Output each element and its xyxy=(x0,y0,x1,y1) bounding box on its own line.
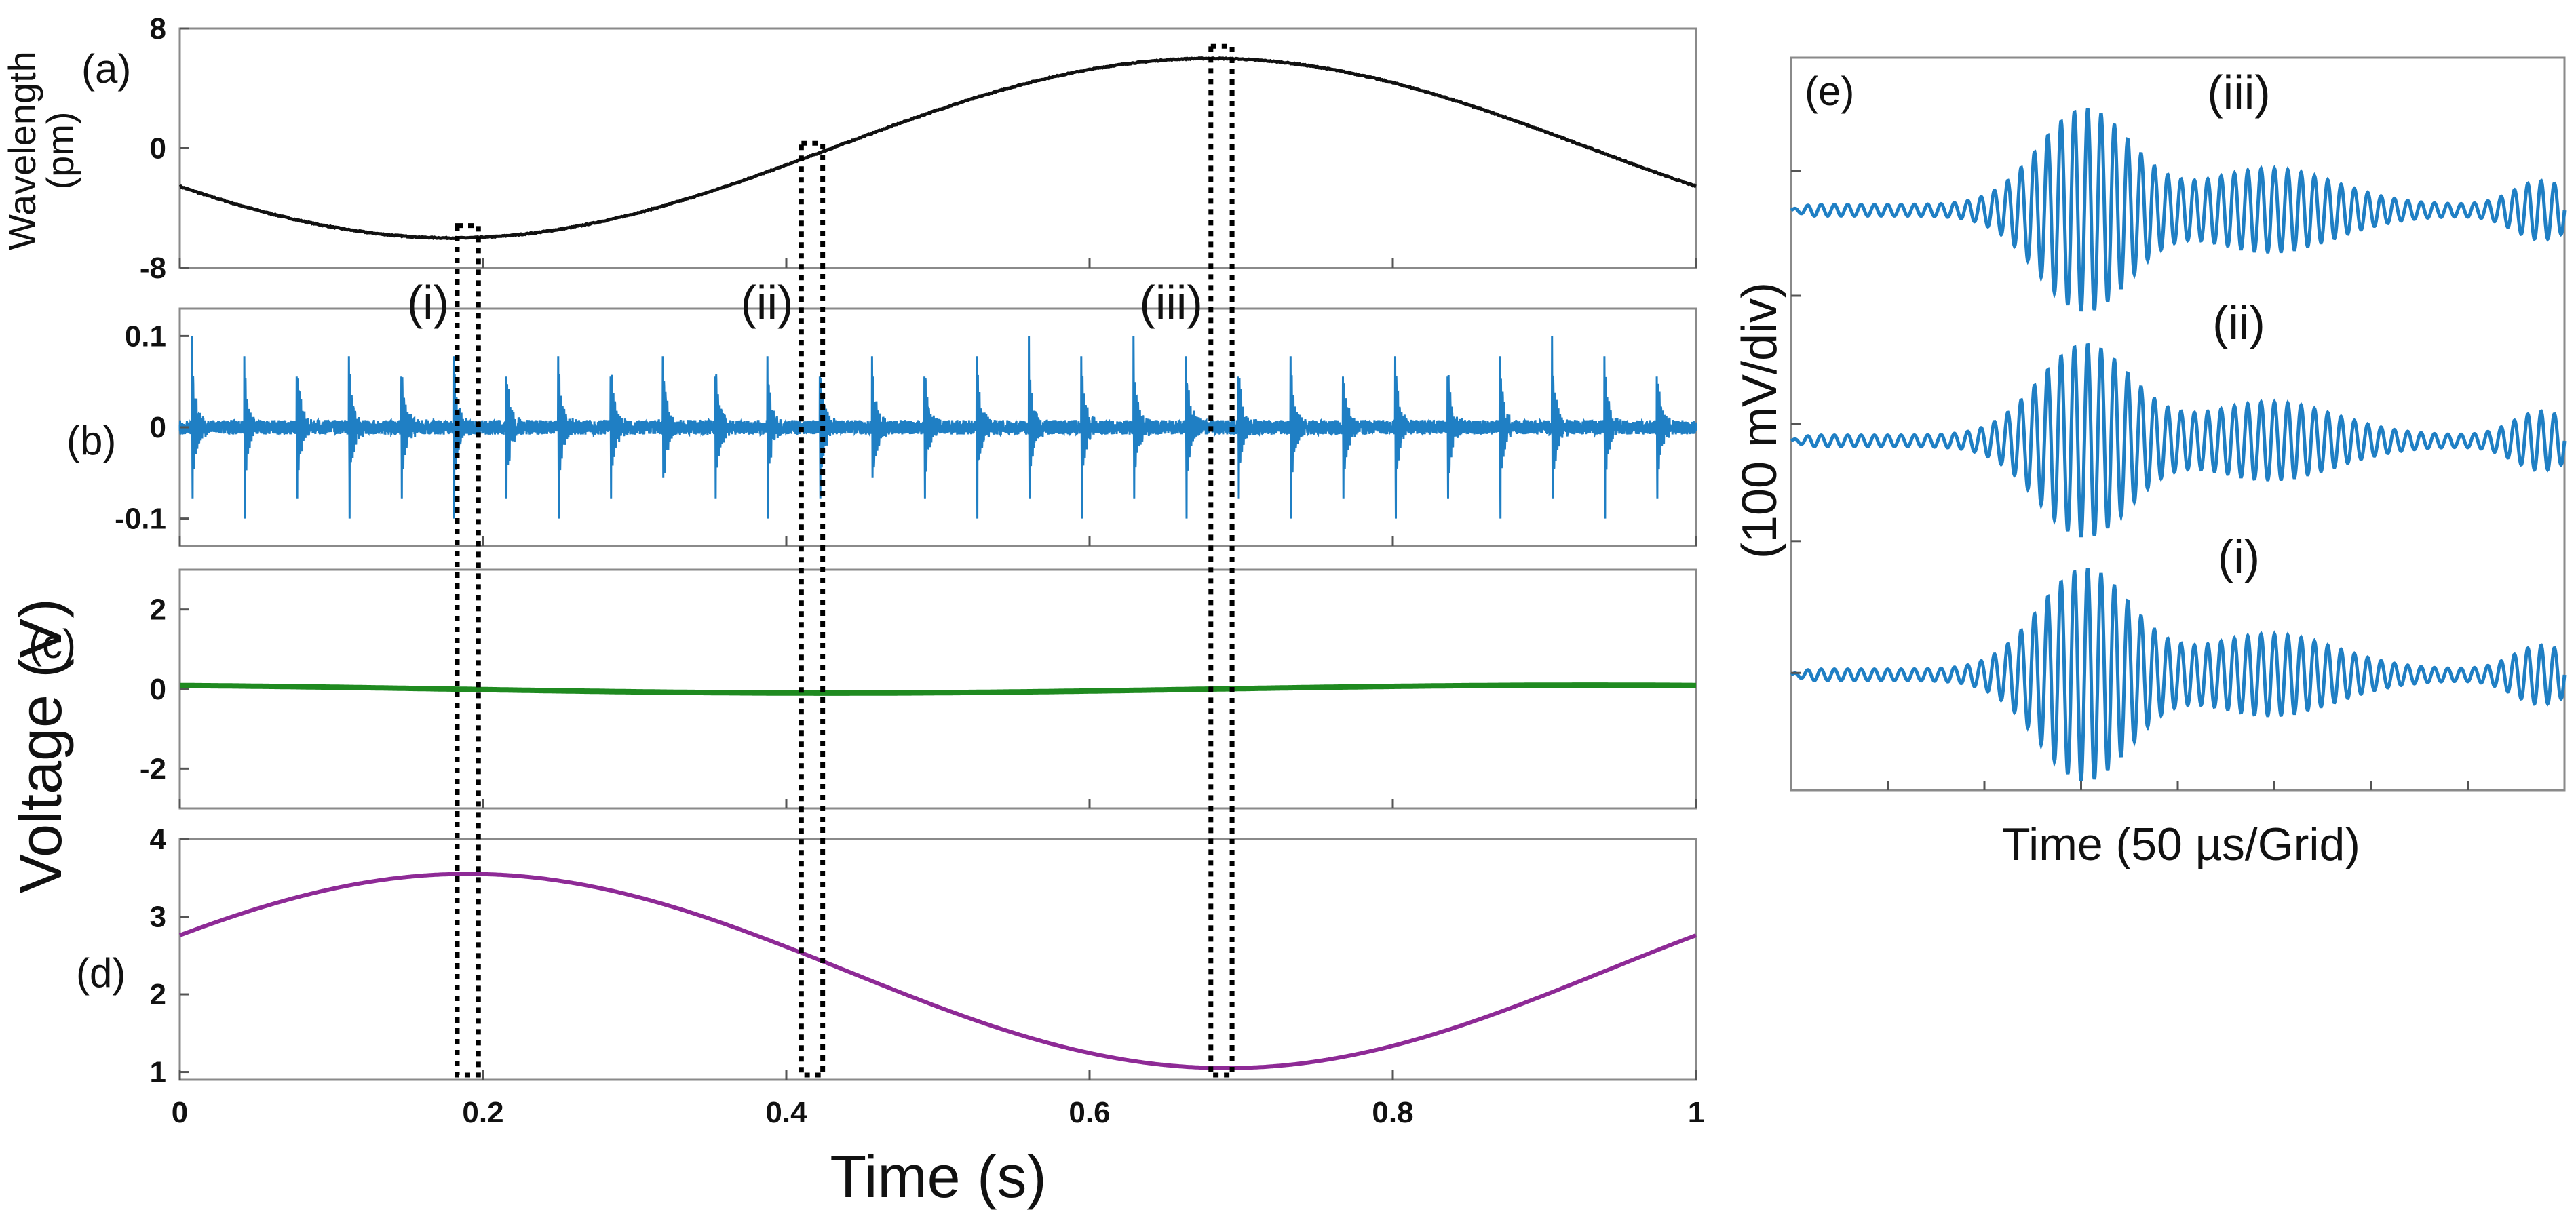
y-tick-label-b: -0.1 xyxy=(115,503,166,536)
wavelength-axis-label-line1: Wavelength xyxy=(1,51,43,250)
voltage-c-trace xyxy=(180,682,1696,696)
panel-e-traces: (iii) (ii) (i) xyxy=(1790,66,2567,781)
y-tick-label-d: 2 xyxy=(150,978,166,1011)
y-tick-label-c: 2 xyxy=(150,593,166,627)
burst-signal-trace xyxy=(178,336,1697,519)
voltage-axis-label: Voltage (V) xyxy=(7,598,74,893)
marker-label: (i) xyxy=(407,276,449,329)
panel-e-trace xyxy=(1790,343,2567,538)
axis-ticks: -8 0 8 -0.1 0 0.1 -2 0 2 1 2 3 4 0 0.2 0.4 0.6 0.8 1 xyxy=(115,12,2469,1129)
y-tick-label-d: 3 xyxy=(150,901,166,934)
x-tick-label: 0.6 xyxy=(1069,1096,1110,1129)
marker-label: (ii) xyxy=(741,276,794,329)
panel-e-trace-label: (iii) xyxy=(2207,66,2270,119)
x-tick-label: 0.2 xyxy=(462,1096,503,1129)
y-tick-label-a: 8 xyxy=(150,12,166,45)
time-markers: (i) (ii) (iii) xyxy=(407,43,1235,1078)
wavelength-axis-label-line2: (pm) xyxy=(39,111,81,189)
panel-e-trace-label: (i) xyxy=(2218,530,2260,583)
panel-a-frame xyxy=(178,27,1697,269)
panel-e-trace-label: (ii) xyxy=(2212,296,2265,349)
x-tick-label: 0 xyxy=(172,1096,188,1129)
y-tick-label-a: 0 xyxy=(150,132,166,165)
panel-label-e: (e) xyxy=(1805,69,1854,114)
panel-d-frame xyxy=(178,838,1697,1081)
x-tick-label: 1 xyxy=(1688,1096,1704,1129)
panel-e-xlabel: Time (50 µs/Grid) xyxy=(2002,819,2360,870)
marker-label: (iii) xyxy=(1140,276,1203,329)
y-tick-label-d: 1 xyxy=(150,1056,166,1089)
panel-label-b: (b) xyxy=(66,418,116,463)
y-tick-label-a: -8 xyxy=(140,252,166,285)
marker-box xyxy=(1208,43,1235,1078)
y-tick-label-c: -2 xyxy=(140,752,166,785)
time-axis-label: Time (s) xyxy=(830,1143,1046,1210)
panel-label-a: (a) xyxy=(81,46,131,92)
y-tick-label-b: 0 xyxy=(150,411,166,444)
y-tick-label-c: 0 xyxy=(150,673,166,706)
y-tick-label-b: 0.1 xyxy=(125,319,166,353)
marker-box xyxy=(455,223,481,1078)
wavelength-trace xyxy=(178,56,1697,241)
panel-e-trace xyxy=(1790,108,2567,312)
panel-label-c: (c) xyxy=(28,621,76,667)
y-tick-label-d: 4 xyxy=(150,823,167,856)
panel-label-d: (d) xyxy=(76,950,126,996)
panel-e-trace xyxy=(1790,568,2567,781)
marker-box xyxy=(799,140,826,1078)
x-tick-label: 0.4 xyxy=(765,1096,807,1129)
panel-e-ylabel: (100 mV/div) xyxy=(1733,282,1787,559)
x-tick-label: 0.8 xyxy=(1372,1096,1413,1129)
voltage-d-trace xyxy=(178,872,1697,1070)
